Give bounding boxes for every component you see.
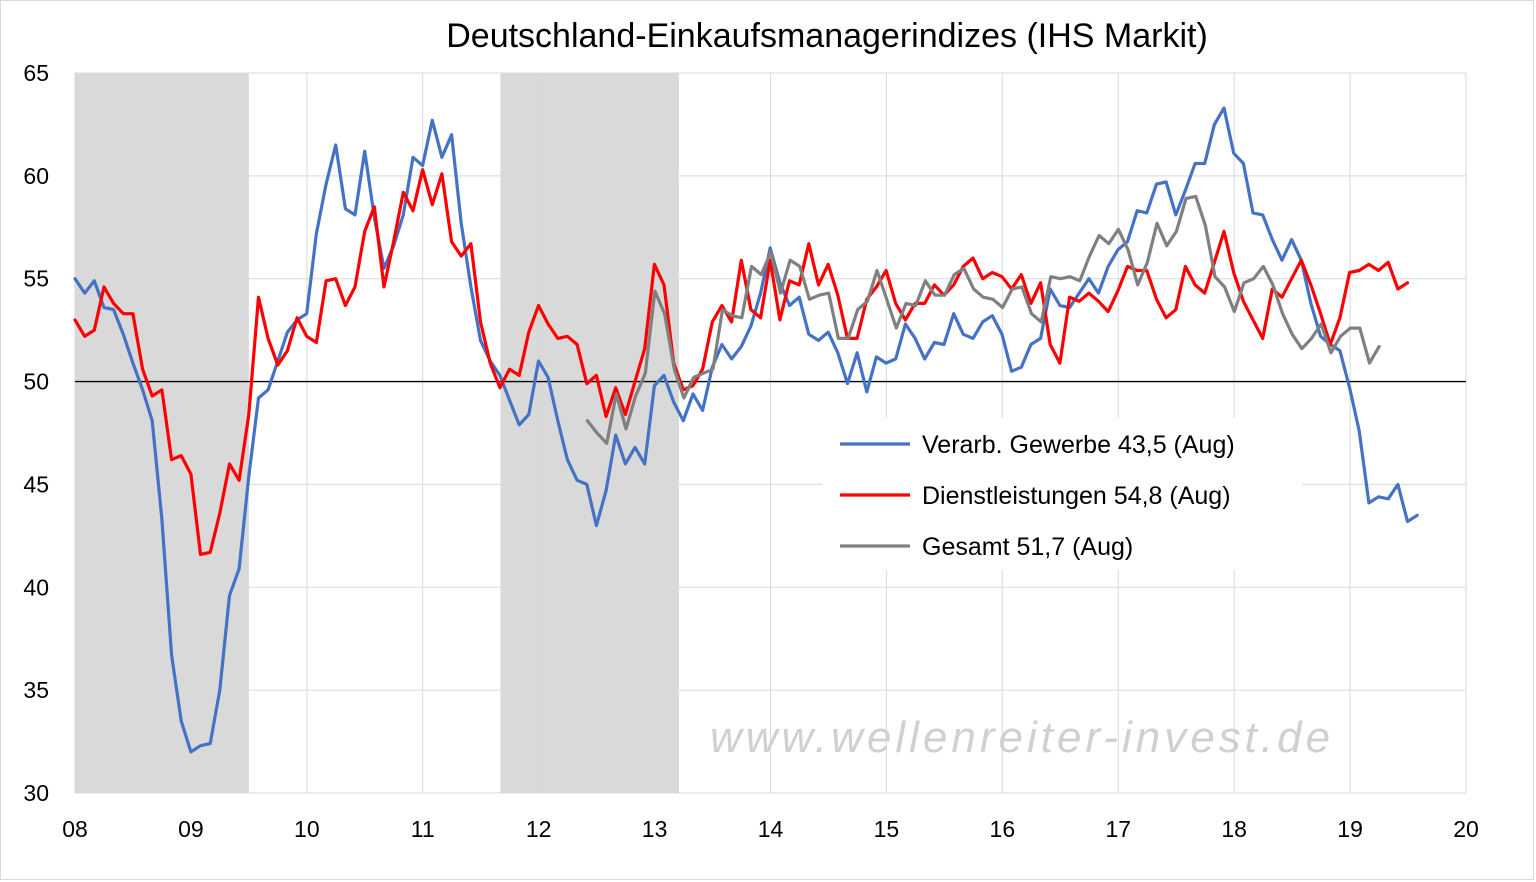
shaded-period-2 bbox=[500, 73, 679, 793]
x-tick-label: 18 bbox=[1221, 816, 1247, 842]
x-tick-label: 14 bbox=[758, 816, 784, 842]
x-tick-label: 17 bbox=[1105, 816, 1131, 842]
x-tick-label: 09 bbox=[178, 816, 204, 842]
legend-label-1: Verarb. Gewerbe 43,5 (Aug) bbox=[922, 431, 1235, 459]
x-axis-ticks: 08 09 10 11 12 13 14 15 16 17 18 19 20 bbox=[62, 816, 1479, 842]
legend-label-3: Gesamt 51,7 (Aug) bbox=[922, 533, 1133, 561]
x-tick-label: 13 bbox=[642, 816, 668, 842]
y-tick-label: 60 bbox=[23, 163, 49, 189]
legend-label-2: Dienstleistungen 54,8 (Aug) bbox=[922, 482, 1231, 510]
y-axis-ticks: 30 35 40 45 50 55 60 65 bbox=[23, 60, 49, 806]
series-line-3 bbox=[585, 194, 1381, 445]
y-tick-label: 50 bbox=[23, 369, 49, 395]
x-tick-label: 12 bbox=[526, 816, 552, 842]
recession-shading bbox=[75, 73, 679, 793]
y-tick-label: 40 bbox=[23, 574, 49, 600]
y-tick-label: 35 bbox=[23, 677, 49, 703]
series-line-2 bbox=[73, 168, 1410, 557]
chart-title: Deutschland-Einkaufsmanagerindizes (IHS … bbox=[446, 17, 1208, 55]
y-tick-label: 65 bbox=[23, 60, 49, 86]
x-tick-label: 19 bbox=[1337, 816, 1363, 842]
x-tick-label: 11 bbox=[411, 816, 435, 842]
y-tick-label: 45 bbox=[23, 471, 49, 497]
x-tick-label: 10 bbox=[294, 816, 320, 842]
chart-series bbox=[73, 106, 1419, 754]
x-tick-label: 16 bbox=[990, 816, 1016, 842]
x-tick-label: 15 bbox=[874, 816, 900, 842]
legend: Verarb. Gewerbe 43,5 (Aug) Dienstleistung… bbox=[840, 431, 1235, 561]
y-tick-label: 55 bbox=[23, 266, 49, 292]
y-tick-label: 30 bbox=[23, 780, 49, 806]
x-tick-label: 20 bbox=[1453, 816, 1479, 842]
watermark-text: www.wellenreiter-invest.de bbox=[710, 713, 1334, 762]
shaded-period-1 bbox=[75, 73, 249, 793]
x-tick-label: 08 bbox=[62, 816, 88, 842]
